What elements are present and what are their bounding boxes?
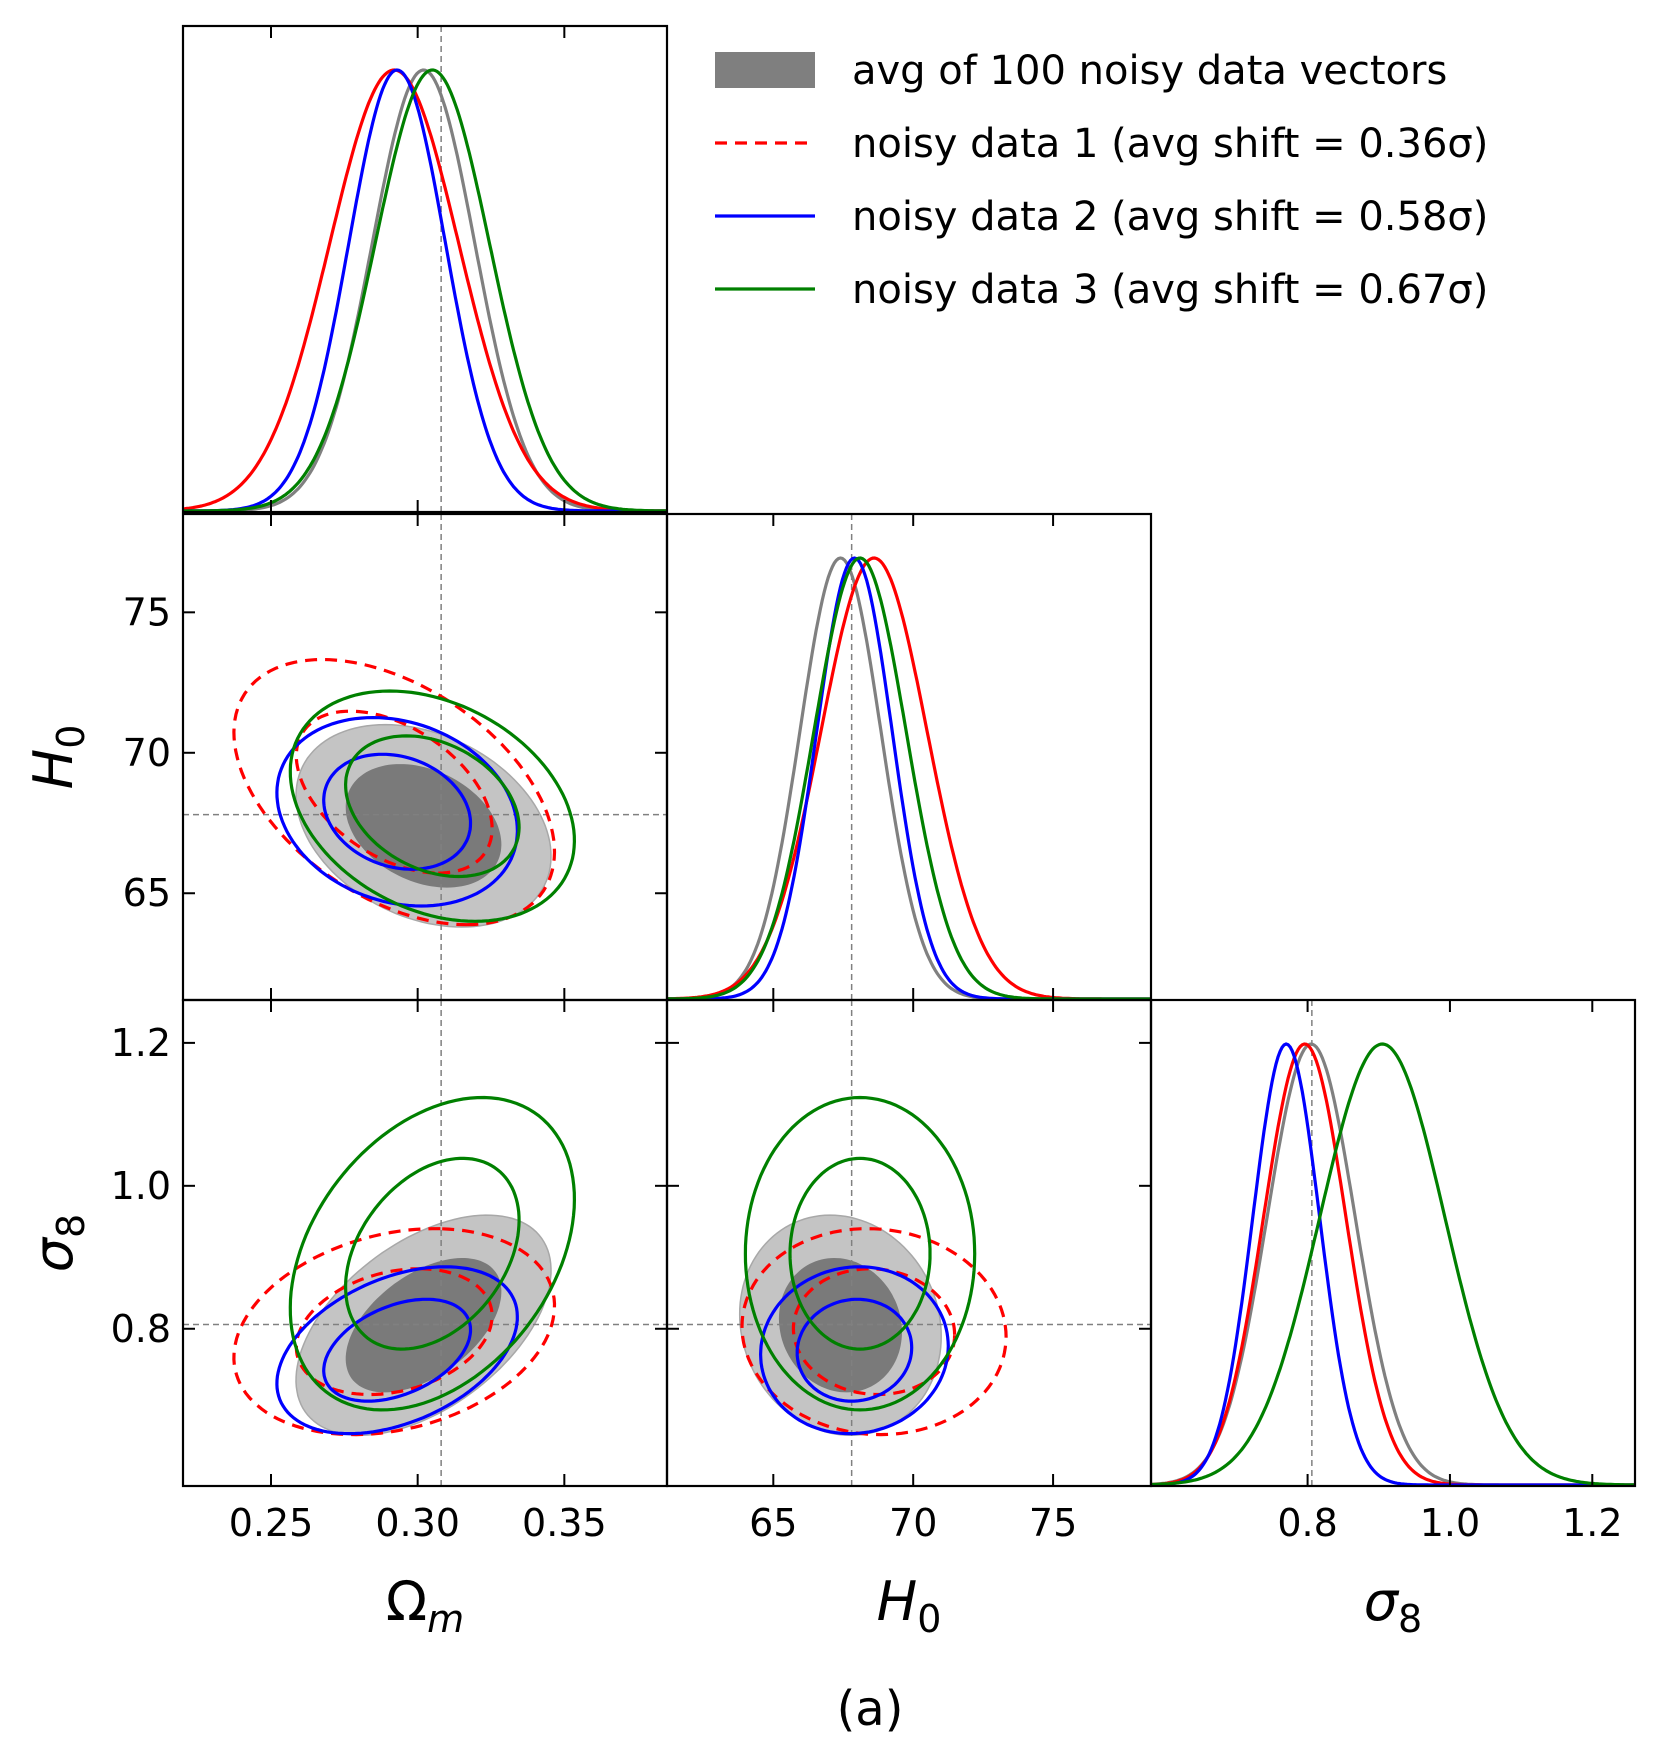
- x-tick-label-om: 0.25: [229, 1501, 314, 1545]
- contour-68-series-4: [788, 1156, 932, 1351]
- marginal-curve-2: [1151, 1042, 1635, 1486]
- panel-1d-om: [181, 24, 669, 514]
- contour-95-series-2: [232, 1227, 557, 1437]
- y-axis-label-h0: H0: [22, 725, 93, 790]
- x-axis-label-om: Ωm: [386, 1570, 464, 1641]
- contour-68-series-2: [294, 1267, 494, 1397]
- contour-95-series-3: [275, 715, 520, 908]
- panel-1d-s8: [1149, 998, 1637, 1488]
- marginal-curve-4: [183, 68, 667, 512]
- axis-labels: Ωm H0 σ8 H0 σ8: [22, 725, 1422, 1641]
- panel-2d-h0-s8: [665, 998, 1153, 1488]
- y-tick-label-h0: 65: [123, 871, 171, 915]
- legend-swatch: [715, 52, 815, 88]
- panel-frame: [181, 24, 669, 514]
- legend-label: noisy data 3 (avg shift = 0.67σ): [852, 267, 1488, 313]
- legend-item-3: noisy data 2 (avg shift = 0.58σ): [715, 194, 1488, 240]
- contour-95-series-2: [740, 1227, 1008, 1437]
- y-tick-label-h0: 70: [123, 731, 171, 775]
- marginal-curve-4: [1151, 1042, 1635, 1486]
- legend-item-2: noisy data 1 (avg shift = 0.36σ): [715, 121, 1488, 167]
- contour-95-series-3: [758, 1265, 950, 1436]
- x-tick-label-h0: 75: [1029, 1501, 1077, 1545]
- figure-caption: (a): [837, 1681, 904, 1737]
- marginal-curve-2: [183, 68, 667, 512]
- marginal-curve-3: [667, 556, 1151, 1000]
- legend-label: avg of 100 noisy data vectors: [852, 48, 1447, 94]
- legend-item-1: avg of 100 noisy data vectors: [715, 48, 1447, 94]
- contour-95-series-2: [232, 657, 557, 927]
- contour-95-series-4: [288, 1095, 577, 1412]
- legend-label: noisy data 2 (avg shift = 0.58σ): [852, 194, 1488, 240]
- marginal-curve-4: [667, 556, 1151, 1000]
- marginal-curve-1: [667, 556, 1151, 1000]
- legend-label: noisy data 1 (avg shift = 0.36σ): [852, 121, 1488, 167]
- contour-68-series-4: [343, 1156, 521, 1351]
- panel-frame: [665, 998, 1153, 1488]
- panel-2d-om-h0: [181, 512, 669, 1002]
- contour-68-series-3: [322, 1297, 473, 1403]
- marginal-curve-2: [667, 556, 1151, 1000]
- contour-68-series-2: [791, 1267, 957, 1397]
- panel-2d-om-s8: [181, 998, 669, 1488]
- y-tick-label-s8: 1.2: [111, 1021, 171, 1065]
- contour-95-series-3: [275, 1265, 519, 1436]
- contour-68-series-3: [795, 1297, 914, 1403]
- contour-95-series-4: [743, 1095, 977, 1412]
- x-tick-label-h0: 65: [749, 1501, 797, 1545]
- y-tick-label-s8: 1.0: [111, 1164, 171, 1208]
- tick-labels: 0.25 0.30 0.35 65 70 75 0.8 1.0 1.2 65 70 75 0.8 1.0 1…: [111, 590, 1623, 1545]
- x-tick-label-s8: 1.0: [1420, 1501, 1480, 1545]
- x-tick-label-s8: 0.8: [1277, 1501, 1337, 1545]
- y-tick-label-h0: 75: [123, 590, 171, 634]
- legend-item-4: noisy data 3 (avg shift = 0.67σ): [715, 267, 1488, 313]
- x-tick-label-om: 0.35: [522, 1501, 607, 1545]
- marginal-curve-3: [183, 68, 667, 512]
- y-axis-label-s8: σ8: [22, 1214, 93, 1272]
- contour-68-series-2: [294, 709, 494, 875]
- contour-68-series-4: [343, 734, 521, 879]
- y-tick-label-s8: 0.8: [111, 1307, 171, 1351]
- corner-panels: 0.25 0.30 0.35 65 70 75 0.8 1.0 1.2 65 70 75 0.8 1.0 1…: [22, 24, 1637, 1641]
- x-tick-label-h0: 70: [889, 1501, 937, 1545]
- marginal-curve-1: [183, 68, 667, 512]
- x-axis-label-s8: σ8: [1364, 1570, 1422, 1641]
- contour-95-series-4: [288, 689, 577, 923]
- x-axis-label-h0: H0: [877, 1570, 942, 1641]
- contour-68-series-3: [322, 752, 473, 871]
- x-tick-label-om: 0.30: [375, 1501, 460, 1545]
- x-tick-label-s8: 1.2: [1562, 1501, 1622, 1545]
- legend: avg of 100 noisy data vectors noisy data …: [715, 48, 1488, 313]
- panel-1d-h0: [665, 512, 1153, 1002]
